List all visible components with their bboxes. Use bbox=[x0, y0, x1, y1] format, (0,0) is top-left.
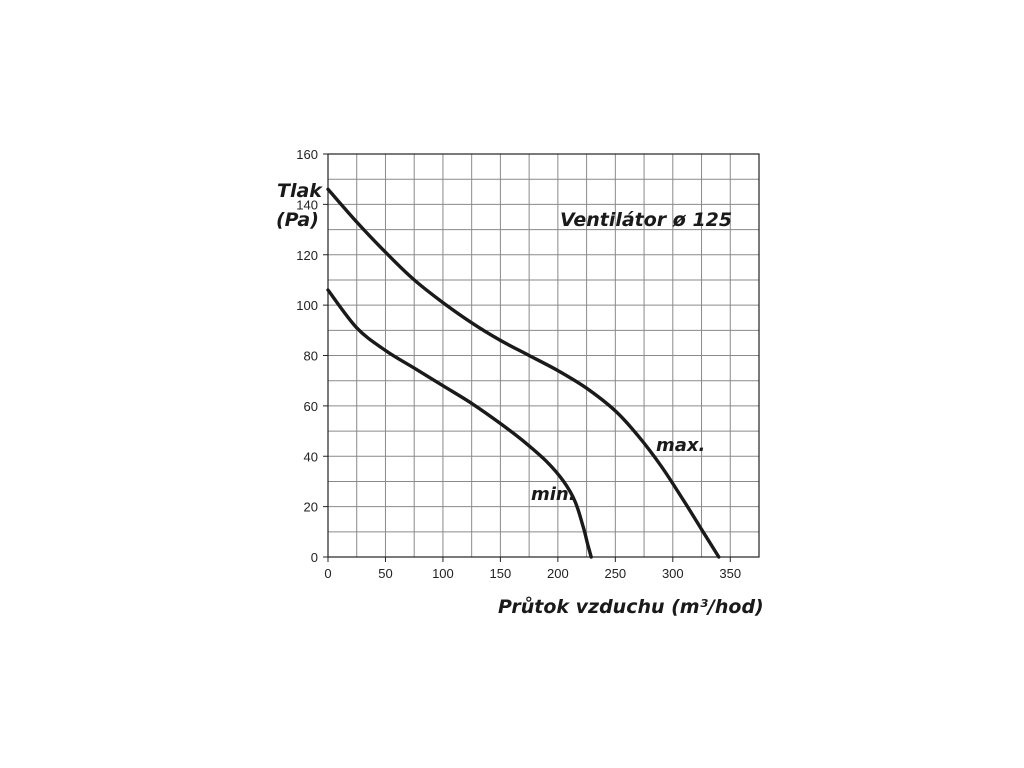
y-tick-label: 60 bbox=[304, 399, 318, 414]
series-line-max bbox=[326, 187, 721, 559]
x-tick-label: 300 bbox=[662, 566, 684, 581]
y-tick-label: 0 bbox=[311, 550, 318, 565]
series-group bbox=[326, 187, 721, 559]
y-tick-label: 40 bbox=[304, 449, 318, 464]
x-tick-label: 150 bbox=[490, 566, 512, 581]
y-tick-label: 120 bbox=[296, 248, 318, 263]
y-axis-title-line2: (Pa) bbox=[276, 209, 319, 231]
x-tick-label: 350 bbox=[719, 566, 741, 581]
y-tick-label: 20 bbox=[304, 500, 318, 515]
x-axis-title: Průtok vzduchu (m³/hod) bbox=[498, 595, 764, 618]
tick-labels: 0 50 100 150 200 250 300 350 0 20 40 60 80 100 120 140 1… bbox=[296, 147, 741, 581]
x-tick-label: 0 bbox=[324, 566, 331, 581]
y-tick-label: 80 bbox=[304, 349, 318, 364]
x-tick-label: 250 bbox=[604, 566, 626, 581]
y-tick-label: 100 bbox=[296, 298, 318, 313]
series-label-max: max. bbox=[656, 435, 705, 456]
x-tick-label: 200 bbox=[547, 566, 569, 581]
y-tick-label: 140 bbox=[296, 197, 318, 212]
series-label-min: min. bbox=[531, 484, 576, 505]
y-tick-label: 160 bbox=[296, 147, 318, 162]
x-tick-label: 50 bbox=[378, 566, 392, 581]
x-tick-label: 100 bbox=[432, 566, 454, 581]
chart-title: Ventilátor ø 125 bbox=[560, 209, 732, 231]
series-line-min bbox=[326, 288, 593, 559]
y-axis-title-line1: Tlak bbox=[277, 180, 323, 202]
